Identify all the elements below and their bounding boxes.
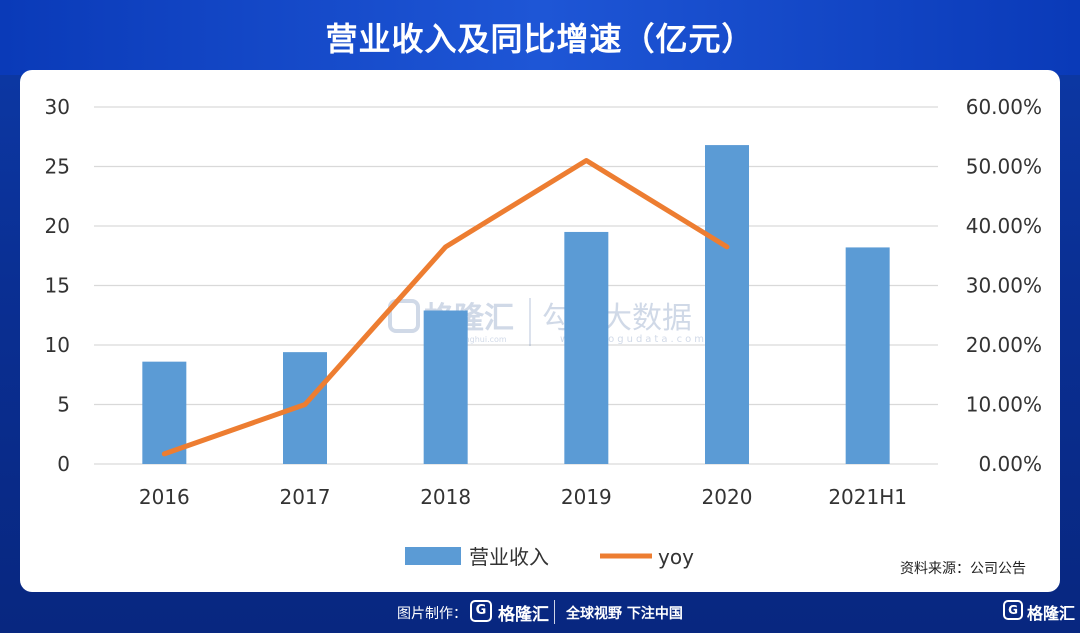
footer-divider: [554, 600, 555, 624]
y-right-tick-label: 60.00%: [966, 95, 1042, 119]
legend-swatch-revenue: [405, 547, 461, 565]
footer: 图片制作： G 格隆汇 全球视野 下注中国 G 格隆汇: [0, 592, 1080, 633]
legend-label-revenue: 营业收入: [469, 545, 549, 569]
x-tick-label: 2020: [702, 485, 753, 509]
y-left-tick-label: 0: [57, 452, 70, 476]
y-right-tick-label: 20.00%: [966, 333, 1042, 357]
x-tick-label: 2018: [420, 485, 471, 509]
y-right-tick-label: 10.00%: [966, 393, 1042, 417]
footer-slogan: 全球视野 下注中国: [566, 606, 683, 622]
y-left-tick-label: 15: [45, 274, 70, 298]
y-right-tick-label: 30.00%: [966, 274, 1042, 298]
chart: 0 5 10 15 20 25 30 0.00% 10.00% 20.00% 30.00% 40.00…: [45, 95, 1042, 569]
y-right-tick-label: 0.00%: [978, 452, 1042, 476]
x-tick-label: 2021H1: [828, 485, 907, 509]
corner-logo-icon: G: [1003, 600, 1023, 620]
corner-brand: 格隆汇: [1027, 604, 1076, 623]
footer-brand: 格隆汇: [498, 605, 549, 625]
gelonghui-logo-icon: G: [470, 600, 492, 622]
source-note: 资料来源：公司公告: [900, 561, 1026, 577]
y-left-tick-label: 10: [45, 333, 70, 357]
y-right-tick-label: 40.00%: [966, 214, 1042, 238]
legend-label-yoy: yoy: [658, 545, 694, 569]
chart-panel: 0 5 10 15 20 25 30 0.00% 10.00% 20.00% 30.00% 40.00…: [20, 70, 1060, 592]
revenue-bar: [705, 145, 749, 464]
watermark-product-url: www.gogudata.com: [560, 334, 707, 345]
y-left-tick-label: 25: [45, 155, 70, 179]
x-tick-label: 2019: [561, 485, 612, 509]
x-tick-label: 2017: [280, 485, 331, 509]
yoy-line: [161, 158, 730, 457]
page-title: 营业收入及同比增速（亿元）: [325, 20, 755, 58]
revenue-bar: [845, 247, 890, 464]
revenue-bar: [423, 310, 468, 464]
y-left-tick-label: 5: [57, 393, 70, 417]
y-right-tick-label: 50.00%: [966, 155, 1042, 179]
y-left-tick-label: 30: [45, 95, 70, 119]
footer-made-label: 图片制作：: [397, 606, 467, 622]
watermark-g-icon: [388, 299, 420, 333]
revenue-bar: [564, 231, 609, 464]
y-left-tick-label: 20: [45, 214, 70, 238]
title-band: [0, 0, 1080, 75]
x-tick-label: 2016: [139, 485, 190, 509]
